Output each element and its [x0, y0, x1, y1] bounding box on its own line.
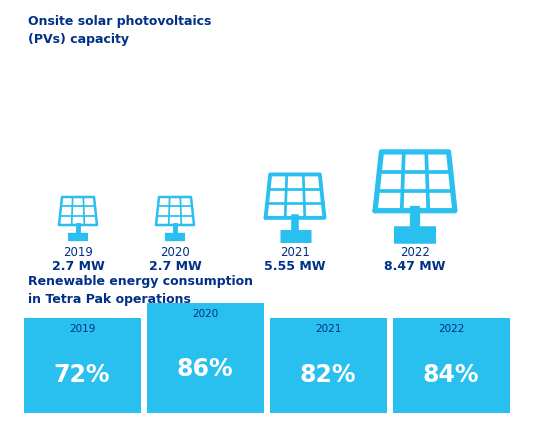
- Polygon shape: [156, 197, 194, 225]
- FancyBboxPatch shape: [392, 318, 510, 413]
- Text: 2022: 2022: [438, 324, 464, 334]
- Text: 2020: 2020: [192, 309, 218, 319]
- Text: 8.47 MW: 8.47 MW: [384, 260, 446, 273]
- Text: 2020: 2020: [160, 246, 190, 259]
- FancyBboxPatch shape: [23, 318, 141, 413]
- Text: 2022: 2022: [400, 246, 430, 259]
- Text: 2021: 2021: [315, 324, 341, 334]
- Polygon shape: [265, 174, 325, 218]
- Text: 84%: 84%: [423, 363, 479, 387]
- Text: 5.55 MW: 5.55 MW: [264, 260, 326, 273]
- Text: 82%: 82%: [300, 363, 356, 387]
- FancyBboxPatch shape: [270, 318, 386, 413]
- Polygon shape: [375, 152, 455, 211]
- FancyBboxPatch shape: [147, 303, 263, 413]
- Text: 2.7 MW: 2.7 MW: [149, 260, 201, 273]
- Polygon shape: [59, 197, 97, 225]
- Text: Onsite solar photovoltaics
(PVs) capacity: Onsite solar photovoltaics (PVs) capacit…: [28, 15, 212, 46]
- Text: Renewable energy consumption
in Tetra Pak operations: Renewable energy consumption in Tetra Pa…: [28, 275, 253, 306]
- Text: 2019: 2019: [69, 324, 95, 334]
- Text: 2.7 MW: 2.7 MW: [52, 260, 104, 273]
- Text: 2019: 2019: [63, 246, 93, 259]
- Text: 72%: 72%: [54, 363, 110, 387]
- Text: 2021: 2021: [280, 246, 310, 259]
- Text: 86%: 86%: [176, 357, 233, 381]
